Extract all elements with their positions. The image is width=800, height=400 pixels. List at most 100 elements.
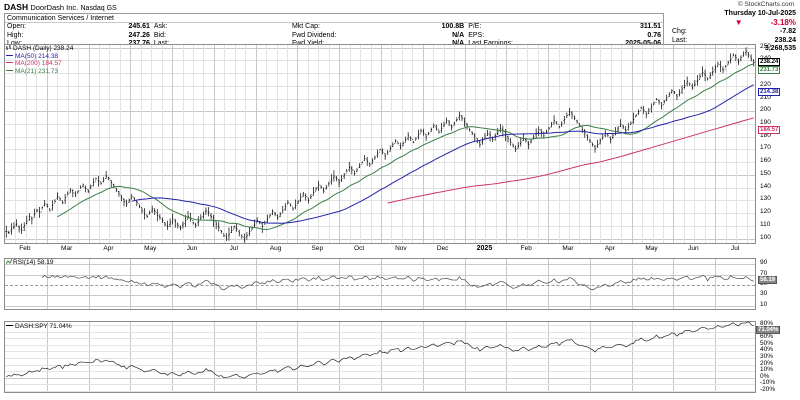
price-badge: 184.57 bbox=[758, 125, 781, 134]
y-axis-tick: 150 bbox=[760, 169, 771, 177]
grid-line-vertical-minor bbox=[694, 45, 696, 243]
grid-line-vertical-minor bbox=[266, 45, 268, 243]
x-axis-tick: Jun bbox=[186, 245, 198, 252]
grid-line-vertical-minor bbox=[736, 45, 738, 243]
page-title: DASH DoorDash Inc. Nasdaq GS bbox=[4, 2, 664, 12]
exchange-name: Nasdaq GS bbox=[80, 5, 117, 12]
quote-label: EPS: bbox=[468, 31, 485, 39]
grid-line-vertical-minor bbox=[119, 45, 121, 243]
grid-line-vertical-minor bbox=[109, 45, 111, 243]
grid-line-vertical-minor bbox=[433, 45, 435, 243]
rsi-y-tick: 10 bbox=[760, 300, 768, 308]
ohlc-bar-series bbox=[5, 47, 755, 243]
price-chart-panel[interactable] bbox=[4, 44, 756, 244]
grid-line-horizontal bbox=[5, 200, 755, 202]
legend-item: MA(200) 184.57 bbox=[6, 60, 73, 68]
rsi-y-tick: 90 bbox=[760, 259, 768, 267]
relative-strength-y-tick: -10% bbox=[760, 379, 776, 387]
price-badge: 238.24 bbox=[758, 57, 781, 66]
grid-line-horizontal bbox=[5, 285, 755, 286]
volume-value: 3,268,535 bbox=[764, 45, 796, 53]
relative-strength-grid bbox=[5, 322, 755, 392]
relative-strength-y-tick: 20% bbox=[760, 359, 774, 367]
grid-line-vertical-minor bbox=[307, 45, 309, 243]
quote-label: Fwd Dividend: bbox=[291, 31, 337, 39]
grid-line-horizontal bbox=[5, 384, 755, 386]
grid-line-vertical bbox=[297, 45, 299, 243]
grid-line-vertical bbox=[297, 259, 299, 309]
grid-line-horizontal bbox=[5, 98, 755, 100]
grid-line-vertical-minor bbox=[370, 45, 372, 243]
x-axis-tick: 2025 bbox=[476, 245, 493, 252]
legend-color-swatch bbox=[6, 70, 13, 72]
grid-line-vertical-minor bbox=[412, 45, 414, 243]
quote-label: Ask: bbox=[153, 23, 168, 30]
grid-line-vertical bbox=[255, 259, 257, 309]
rsi-chart-panel[interactable] bbox=[4, 258, 756, 310]
grid-line-vertical bbox=[255, 45, 257, 243]
grid-line-horizontal bbox=[5, 358, 755, 359]
grid-line-vertical bbox=[339, 322, 341, 392]
rsi-plot bbox=[41, 274, 754, 291]
grid-line-horizontal bbox=[5, 264, 755, 266]
x-axis-tick: Apr bbox=[604, 245, 615, 252]
grid-line-horizontal bbox=[5, 136, 755, 138]
quote-value: 237.76 bbox=[81, 40, 152, 49]
legend-item: MA(21) 231.73 bbox=[6, 68, 73, 76]
grid-line-horizontal bbox=[5, 351, 755, 353]
x-axis-tick: Jul bbox=[730, 245, 740, 252]
quote-value: 247.26 bbox=[128, 31, 150, 39]
relative-strength-panel[interactable] bbox=[4, 321, 756, 393]
grid-line-vertical-minor bbox=[193, 45, 194, 243]
grid-line-vertical bbox=[339, 259, 341, 309]
grid-line-vertical bbox=[506, 322, 508, 392]
grid-line-vertical-minor bbox=[401, 45, 403, 243]
grid-line-vertical bbox=[422, 259, 424, 309]
last-label: Last: bbox=[672, 36, 688, 44]
down-triangle-icon: ▼ bbox=[734, 18, 743, 28]
grid-line-vertical-minor bbox=[642, 45, 644, 243]
x-axis-tick: Aug bbox=[269, 245, 282, 252]
grid-line-vertical bbox=[631, 322, 633, 392]
rsi-line bbox=[41, 274, 754, 291]
price-legend: DASH (Daily) 238.24 MA(50) 214.38 MA(200) … bbox=[6, 45, 73, 75]
grid-line-vertical bbox=[172, 45, 174, 243]
grid-line-vertical-minor bbox=[99, 45, 100, 243]
grid-line-vertical bbox=[339, 45, 341, 243]
x-axis-tick: Sep bbox=[311, 245, 324, 252]
x-axis-tick: Dec bbox=[436, 245, 449, 252]
grid-line-vertical-minor bbox=[454, 45, 456, 243]
grid-line-horizontal bbox=[5, 364, 755, 366]
quote-value bbox=[240, 32, 290, 41]
grid-line-vertical-minor bbox=[495, 45, 497, 243]
quote-value: 245.61 bbox=[128, 23, 150, 30]
grid-line-vertical-minor bbox=[683, 45, 685, 243]
grid-line-vertical bbox=[213, 45, 215, 243]
grid-line-vertical-minor bbox=[621, 45, 623, 243]
quote-label: Mkt Cap: bbox=[291, 23, 320, 30]
grid-line-vertical bbox=[297, 322, 299, 392]
rsi-badge: 58.19 bbox=[758, 275, 778, 284]
price-grid bbox=[5, 45, 755, 243]
quote-row: High: 247.26 Bid: Fwd Dividend: N/A EPS: 0.76 bbox=[5, 32, 663, 41]
quote-value: N/A bbox=[452, 31, 465, 39]
grid-line-vertical bbox=[381, 259, 382, 309]
y-axis-tick: 250 bbox=[760, 42, 771, 50]
sector-line: Communication Services / Internet bbox=[5, 14, 663, 23]
x-axis-tick: Feb bbox=[19, 245, 31, 252]
grid-line-horizontal bbox=[5, 344, 755, 346]
grid-line-vertical-minor bbox=[443, 45, 445, 243]
price-badge: 231.73 bbox=[758, 65, 781, 74]
relative-strength-legend-text: DASH:SPY 71.04% bbox=[15, 323, 72, 330]
price-plot bbox=[5, 47, 755, 243]
grid-line-vertical-minor bbox=[349, 45, 351, 243]
grid-line-vertical-minor bbox=[318, 45, 320, 243]
grid-line-vertical bbox=[715, 322, 717, 392]
change-value: -7.82 bbox=[780, 28, 796, 36]
grid-line-vertical bbox=[172, 322, 174, 392]
grid-line-vertical-minor bbox=[485, 45, 487, 243]
legend-label: MA(50) 214.38 bbox=[15, 52, 58, 60]
rsi-y-tick: 70 bbox=[760, 269, 768, 277]
ma200-line bbox=[387, 117, 754, 204]
grid-line-horizontal bbox=[5, 111, 755, 113]
